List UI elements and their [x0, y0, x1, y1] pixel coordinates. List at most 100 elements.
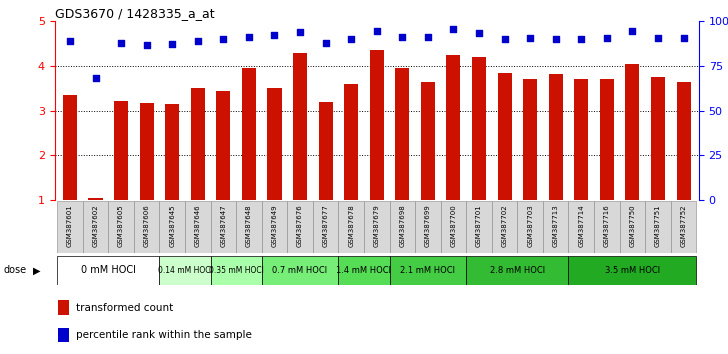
Point — [575, 36, 587, 42]
Text: GSM387703: GSM387703 — [527, 205, 533, 247]
Text: GSM387602: GSM387602 — [92, 205, 98, 247]
Bar — [440, 201, 466, 253]
Bar — [569, 201, 594, 253]
Bar — [216, 91, 230, 200]
Text: GSM387646: GSM387646 — [195, 205, 201, 247]
Point — [345, 36, 357, 42]
Bar — [497, 73, 512, 200]
Point — [294, 29, 306, 35]
Bar — [83, 201, 108, 253]
Bar — [319, 102, 333, 200]
Bar — [518, 201, 543, 253]
Bar — [446, 55, 461, 200]
Text: 0.7 mM HOCl: 0.7 mM HOCl — [272, 266, 328, 275]
Text: percentile rank within the sample: percentile rank within the sample — [76, 330, 252, 340]
Point — [371, 28, 383, 34]
Text: GSM387750: GSM387750 — [630, 205, 636, 247]
Text: GSM387606: GSM387606 — [143, 205, 150, 247]
Point — [269, 32, 280, 38]
Bar — [191, 88, 205, 200]
Bar — [288, 201, 313, 253]
Bar — [389, 201, 415, 253]
Bar — [114, 101, 128, 200]
Bar — [210, 256, 261, 285]
Point — [627, 28, 638, 34]
Bar — [466, 201, 492, 253]
Bar — [267, 88, 282, 200]
Text: GSM387676: GSM387676 — [297, 205, 303, 247]
Bar — [594, 201, 620, 253]
Text: GSM387649: GSM387649 — [272, 205, 277, 247]
Bar — [58, 300, 69, 315]
Bar — [339, 201, 364, 253]
Text: 2.1 mM HOCl: 2.1 mM HOCl — [400, 266, 456, 275]
Point — [652, 35, 664, 41]
Text: GSM387752: GSM387752 — [681, 205, 687, 247]
Text: transformed count: transformed count — [76, 303, 173, 313]
Bar — [569, 256, 696, 285]
Point — [320, 40, 331, 46]
Bar — [236, 201, 261, 253]
Point — [448, 26, 459, 32]
Bar — [89, 198, 103, 200]
Bar — [625, 64, 639, 200]
Bar — [159, 256, 210, 285]
Bar — [466, 256, 569, 285]
Bar — [210, 201, 236, 253]
Text: GSM387700: GSM387700 — [451, 205, 456, 247]
Bar — [108, 201, 134, 253]
Bar — [523, 79, 537, 200]
Bar — [645, 201, 670, 253]
Bar — [242, 68, 256, 200]
Text: 0 mM HOCl: 0 mM HOCl — [81, 265, 135, 275]
Point — [141, 42, 152, 48]
Bar — [165, 104, 179, 200]
Bar — [261, 201, 288, 253]
Point — [167, 41, 178, 46]
Text: GSM387701: GSM387701 — [476, 205, 482, 247]
Text: GSM387601: GSM387601 — [67, 205, 73, 247]
Bar — [58, 201, 83, 253]
Bar — [421, 81, 435, 200]
Bar — [134, 201, 159, 253]
Bar — [58, 328, 69, 342]
Point — [397, 34, 408, 40]
Bar — [339, 256, 389, 285]
Bar — [185, 201, 210, 253]
Text: GSM387751: GSM387751 — [655, 205, 661, 247]
Bar — [313, 201, 339, 253]
Point — [192, 39, 204, 44]
Bar — [492, 201, 518, 253]
Text: GSM387699: GSM387699 — [425, 205, 431, 247]
Bar — [395, 68, 409, 200]
Text: GSM387605: GSM387605 — [118, 205, 124, 247]
Point — [524, 35, 536, 41]
Point — [115, 40, 127, 46]
Text: GSM387702: GSM387702 — [502, 205, 507, 247]
Bar — [293, 52, 307, 200]
Text: GSM387678: GSM387678 — [348, 205, 355, 247]
Point — [64, 39, 76, 44]
Point — [90, 76, 101, 81]
Text: GSM387648: GSM387648 — [246, 205, 252, 247]
Text: GSM387714: GSM387714 — [578, 205, 585, 247]
Bar — [389, 256, 466, 285]
Text: 3.5 mM HOCl: 3.5 mM HOCl — [605, 266, 660, 275]
Point — [243, 34, 255, 40]
Text: 2.8 mM HOCl: 2.8 mM HOCl — [490, 266, 545, 275]
Text: GSM387647: GSM387647 — [221, 205, 226, 247]
Text: GSM387677: GSM387677 — [323, 205, 328, 247]
Bar — [600, 79, 614, 200]
Bar — [261, 256, 339, 285]
Bar — [670, 201, 696, 253]
Bar — [549, 74, 563, 200]
Bar — [344, 84, 358, 200]
Point — [499, 36, 510, 42]
Text: GSM387645: GSM387645 — [169, 205, 175, 247]
Text: GDS3670 / 1428335_a_at: GDS3670 / 1428335_a_at — [55, 7, 214, 20]
Bar — [574, 79, 588, 200]
Bar — [364, 201, 389, 253]
Text: dose: dose — [4, 266, 27, 275]
Bar — [140, 103, 154, 200]
Point — [550, 36, 561, 42]
